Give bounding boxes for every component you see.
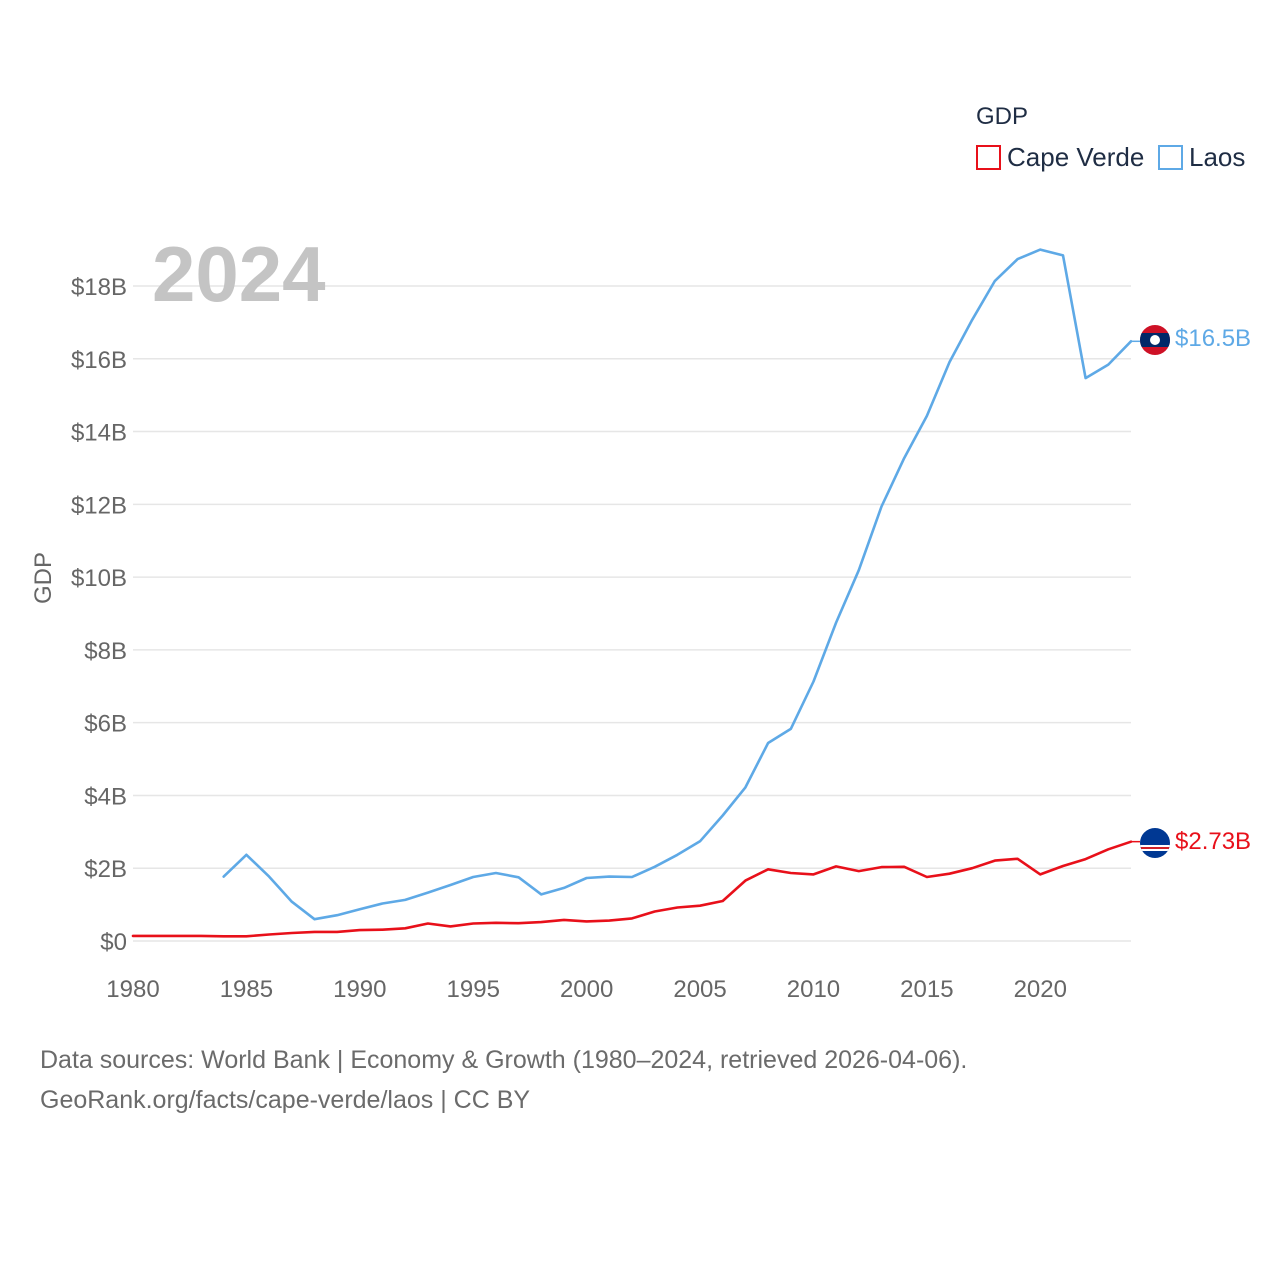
gdp-line-chart: $0$2B$4B$6B$8B$10B$12B$14B$16B$18B 1980 1… xyxy=(30,103,1251,1003)
y-tick-label: $0 xyxy=(100,929,127,956)
x-tick-label: 2020 xyxy=(1014,976,1067,1003)
legend-item-cape-verde[interactable]: Cape Verde xyxy=(976,142,1144,172)
footer-credit: GeoRank.org/facts/cape-verde/laos | CC B… xyxy=(40,1086,531,1114)
y-axis-ticks: $0 $2B $4B $6B $8B $10B $12B $14B $16B $18B xyxy=(71,274,127,956)
x-axis-ticks: 1980 1985 1990 1995 2000 2005 2010 2015 2020 xyxy=(106,976,1067,1003)
end-label-laos: $16.5B xyxy=(1175,325,1251,352)
x-tick-label: 2015 xyxy=(900,976,953,1003)
y-tick-label: $4B xyxy=(84,783,127,810)
legend-label-laos: Laos xyxy=(1189,142,1245,172)
y-axis-label: GDP xyxy=(30,552,57,604)
legend-title: GDP xyxy=(976,103,1028,130)
y-tick-label: $6B xyxy=(84,711,127,738)
y-tick-label: $8B xyxy=(84,638,127,665)
x-tick-label: 1995 xyxy=(447,976,500,1003)
series-lines xyxy=(131,248,1140,938)
series-line-laos[interactable] xyxy=(222,248,1133,921)
x-tick-label: 2005 xyxy=(673,976,726,1003)
series-line-cape-verde[interactable] xyxy=(131,840,1133,938)
end-label-cape-verde: $2.73B xyxy=(1175,828,1251,855)
laos-flag-icon xyxy=(1140,325,1170,355)
y-tick-label: $2B xyxy=(84,856,127,883)
legend-swatch-cape-verde xyxy=(976,145,1001,170)
x-tick-label: 2010 xyxy=(787,976,840,1003)
footer: Data sources: World Bank | Economy & Gro… xyxy=(40,1040,967,1120)
year-watermark: 2024 xyxy=(152,230,326,318)
x-tick-label: 2000 xyxy=(560,976,613,1003)
legend-item-laos[interactable]: Laos xyxy=(1158,142,1245,172)
legend-label-cape-verde: Cape Verde xyxy=(1007,142,1144,172)
cape-verde-flag-icon xyxy=(1140,828,1170,858)
x-tick-label: 1985 xyxy=(220,976,273,1003)
x-tick-label: 1980 xyxy=(106,976,159,1003)
legend-swatch-laos xyxy=(1158,145,1183,170)
y-tick-label: $16B xyxy=(71,347,127,374)
y-tick-label: $14B xyxy=(71,420,127,447)
y-tick-label: $18B xyxy=(71,274,127,301)
gridlines xyxy=(133,285,1131,942)
x-tick-label: 1990 xyxy=(333,976,386,1003)
y-tick-label: $12B xyxy=(71,492,127,519)
legend: GDP Cape Verde Laos xyxy=(976,103,1245,172)
footer-sources: Data sources: World Bank | Economy & Gro… xyxy=(40,1046,968,1074)
y-tick-label: $10B xyxy=(71,565,127,592)
